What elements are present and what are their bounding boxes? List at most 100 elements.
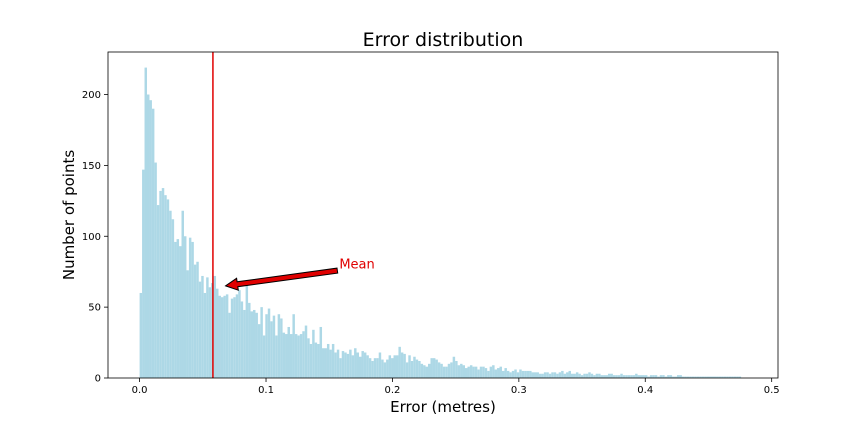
histogram-bar bbox=[216, 288, 219, 378]
histogram-bar bbox=[580, 375, 584, 378]
histogram-bar bbox=[662, 375, 665, 378]
histogram-bar bbox=[272, 315, 276, 378]
histogram-bar bbox=[230, 298, 234, 378]
histogram-bar bbox=[267, 308, 271, 378]
histogram-bar bbox=[605, 375, 608, 378]
x-tick-label: 0.4 bbox=[637, 385, 653, 396]
histogram-bar bbox=[704, 376, 707, 378]
x-tick-label: 0.2 bbox=[384, 385, 400, 396]
histogram-bar bbox=[706, 376, 710, 378]
mean-annotation: Mean bbox=[224, 258, 375, 291]
histogram-bar bbox=[669, 375, 673, 378]
histogram-bar bbox=[736, 376, 739, 378]
histogram-bar bbox=[630, 375, 633, 378]
histogram-bar bbox=[420, 363, 424, 378]
histogram-bar bbox=[238, 290, 241, 378]
histogram-bar bbox=[243, 309, 246, 378]
histogram-bar bbox=[571, 373, 574, 378]
histogram-bar bbox=[474, 366, 478, 378]
histogram-bar bbox=[223, 295, 226, 378]
histogram-bar bbox=[435, 359, 438, 378]
histogram-bar bbox=[270, 321, 273, 378]
histogram-bar bbox=[344, 352, 347, 378]
histogram-bar bbox=[620, 373, 623, 378]
histogram-bar bbox=[612, 375, 616, 378]
histogram-bar bbox=[506, 370, 510, 378]
histogram-bar bbox=[607, 373, 611, 378]
histogram-bar bbox=[225, 294, 229, 378]
histogram-bar bbox=[561, 370, 564, 378]
histogram-bar bbox=[672, 376, 675, 378]
histogram-bar bbox=[479, 366, 483, 378]
histogram-bar bbox=[410, 360, 414, 378]
histogram-bar bbox=[366, 355, 369, 378]
histogram-bar bbox=[319, 326, 323, 378]
histogram-bar bbox=[497, 368, 500, 378]
histogram-bar bbox=[245, 283, 249, 378]
histogram-bar bbox=[376, 358, 379, 378]
histogram-bar bbox=[657, 376, 660, 378]
histogram-bar bbox=[203, 292, 207, 378]
histogram-bar bbox=[644, 375, 648, 378]
histogram-bar bbox=[627, 375, 631, 378]
histogram-bar bbox=[418, 360, 421, 378]
histogram-bar bbox=[383, 362, 387, 378]
histogram-bar bbox=[546, 372, 549, 378]
histogram-bar bbox=[674, 376, 677, 378]
histogram-bar bbox=[543, 372, 547, 378]
histogram-bar bbox=[147, 94, 150, 379]
histogram-bar bbox=[309, 343, 313, 378]
histogram-bar bbox=[455, 360, 458, 378]
histogram-bar bbox=[615, 375, 618, 378]
histogram-bar bbox=[201, 275, 204, 378]
histogram-bar bbox=[425, 366, 429, 378]
histogram-bar bbox=[346, 353, 350, 378]
histogram-bar bbox=[664, 376, 668, 378]
x-tick-label: 0.3 bbox=[511, 385, 527, 396]
histogram-bar bbox=[164, 195, 167, 378]
histogram-bar bbox=[489, 366, 493, 378]
histogram-bar bbox=[206, 277, 209, 378]
histogram-bar bbox=[482, 366, 485, 378]
histogram-bar bbox=[386, 359, 389, 378]
histogram-bar bbox=[176, 239, 180, 378]
histogram-bar bbox=[299, 334, 303, 378]
y-tick-label: 150 bbox=[82, 161, 101, 172]
histogram-bar bbox=[297, 335, 300, 378]
histogram-bar bbox=[647, 376, 650, 378]
histogram-bar bbox=[324, 348, 327, 378]
histogram-bar bbox=[250, 311, 253, 378]
histogram-bar bbox=[563, 373, 567, 378]
histogram-bar bbox=[285, 334, 288, 378]
histogram-bar bbox=[566, 372, 569, 378]
histogram-bar bbox=[738, 376, 742, 378]
histogram-bar bbox=[516, 372, 520, 378]
histogram-bar bbox=[275, 335, 278, 378]
histogram-bar bbox=[462, 365, 465, 378]
histogram-bar bbox=[334, 352, 337, 378]
histogram-bar bbox=[368, 358, 372, 378]
histogram-bar bbox=[336, 349, 340, 378]
histogram-bar bbox=[154, 162, 157, 378]
histogram-bar bbox=[142, 169, 145, 378]
histogram-bar bbox=[635, 373, 638, 378]
histogram-bar bbox=[317, 343, 320, 378]
histogram-bar bbox=[289, 334, 293, 378]
histogram-bar bbox=[408, 355, 411, 378]
histogram-bar bbox=[287, 326, 290, 378]
histogram-bar bbox=[465, 368, 468, 378]
histogram-bars bbox=[139, 67, 742, 379]
histogram-bar bbox=[711, 376, 714, 378]
histogram-bar bbox=[208, 287, 212, 378]
histogram-bar bbox=[193, 264, 197, 378]
histogram-bar bbox=[260, 307, 263, 378]
x-tick-label: 0.5 bbox=[764, 385, 780, 396]
histogram-bar bbox=[415, 359, 419, 378]
histogram-bar bbox=[625, 375, 628, 378]
histogram-bar bbox=[585, 373, 589, 378]
histogram-bar bbox=[541, 373, 544, 378]
histogram-bar bbox=[637, 375, 641, 378]
histogram-bar bbox=[551, 372, 554, 378]
histogram-bar bbox=[326, 343, 330, 378]
histogram-bar bbox=[617, 375, 621, 378]
